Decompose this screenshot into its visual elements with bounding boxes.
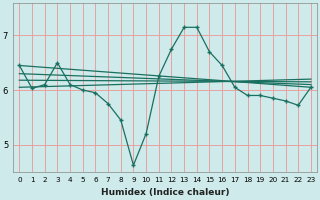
X-axis label: Humidex (Indice chaleur): Humidex (Indice chaleur) — [101, 188, 229, 197]
